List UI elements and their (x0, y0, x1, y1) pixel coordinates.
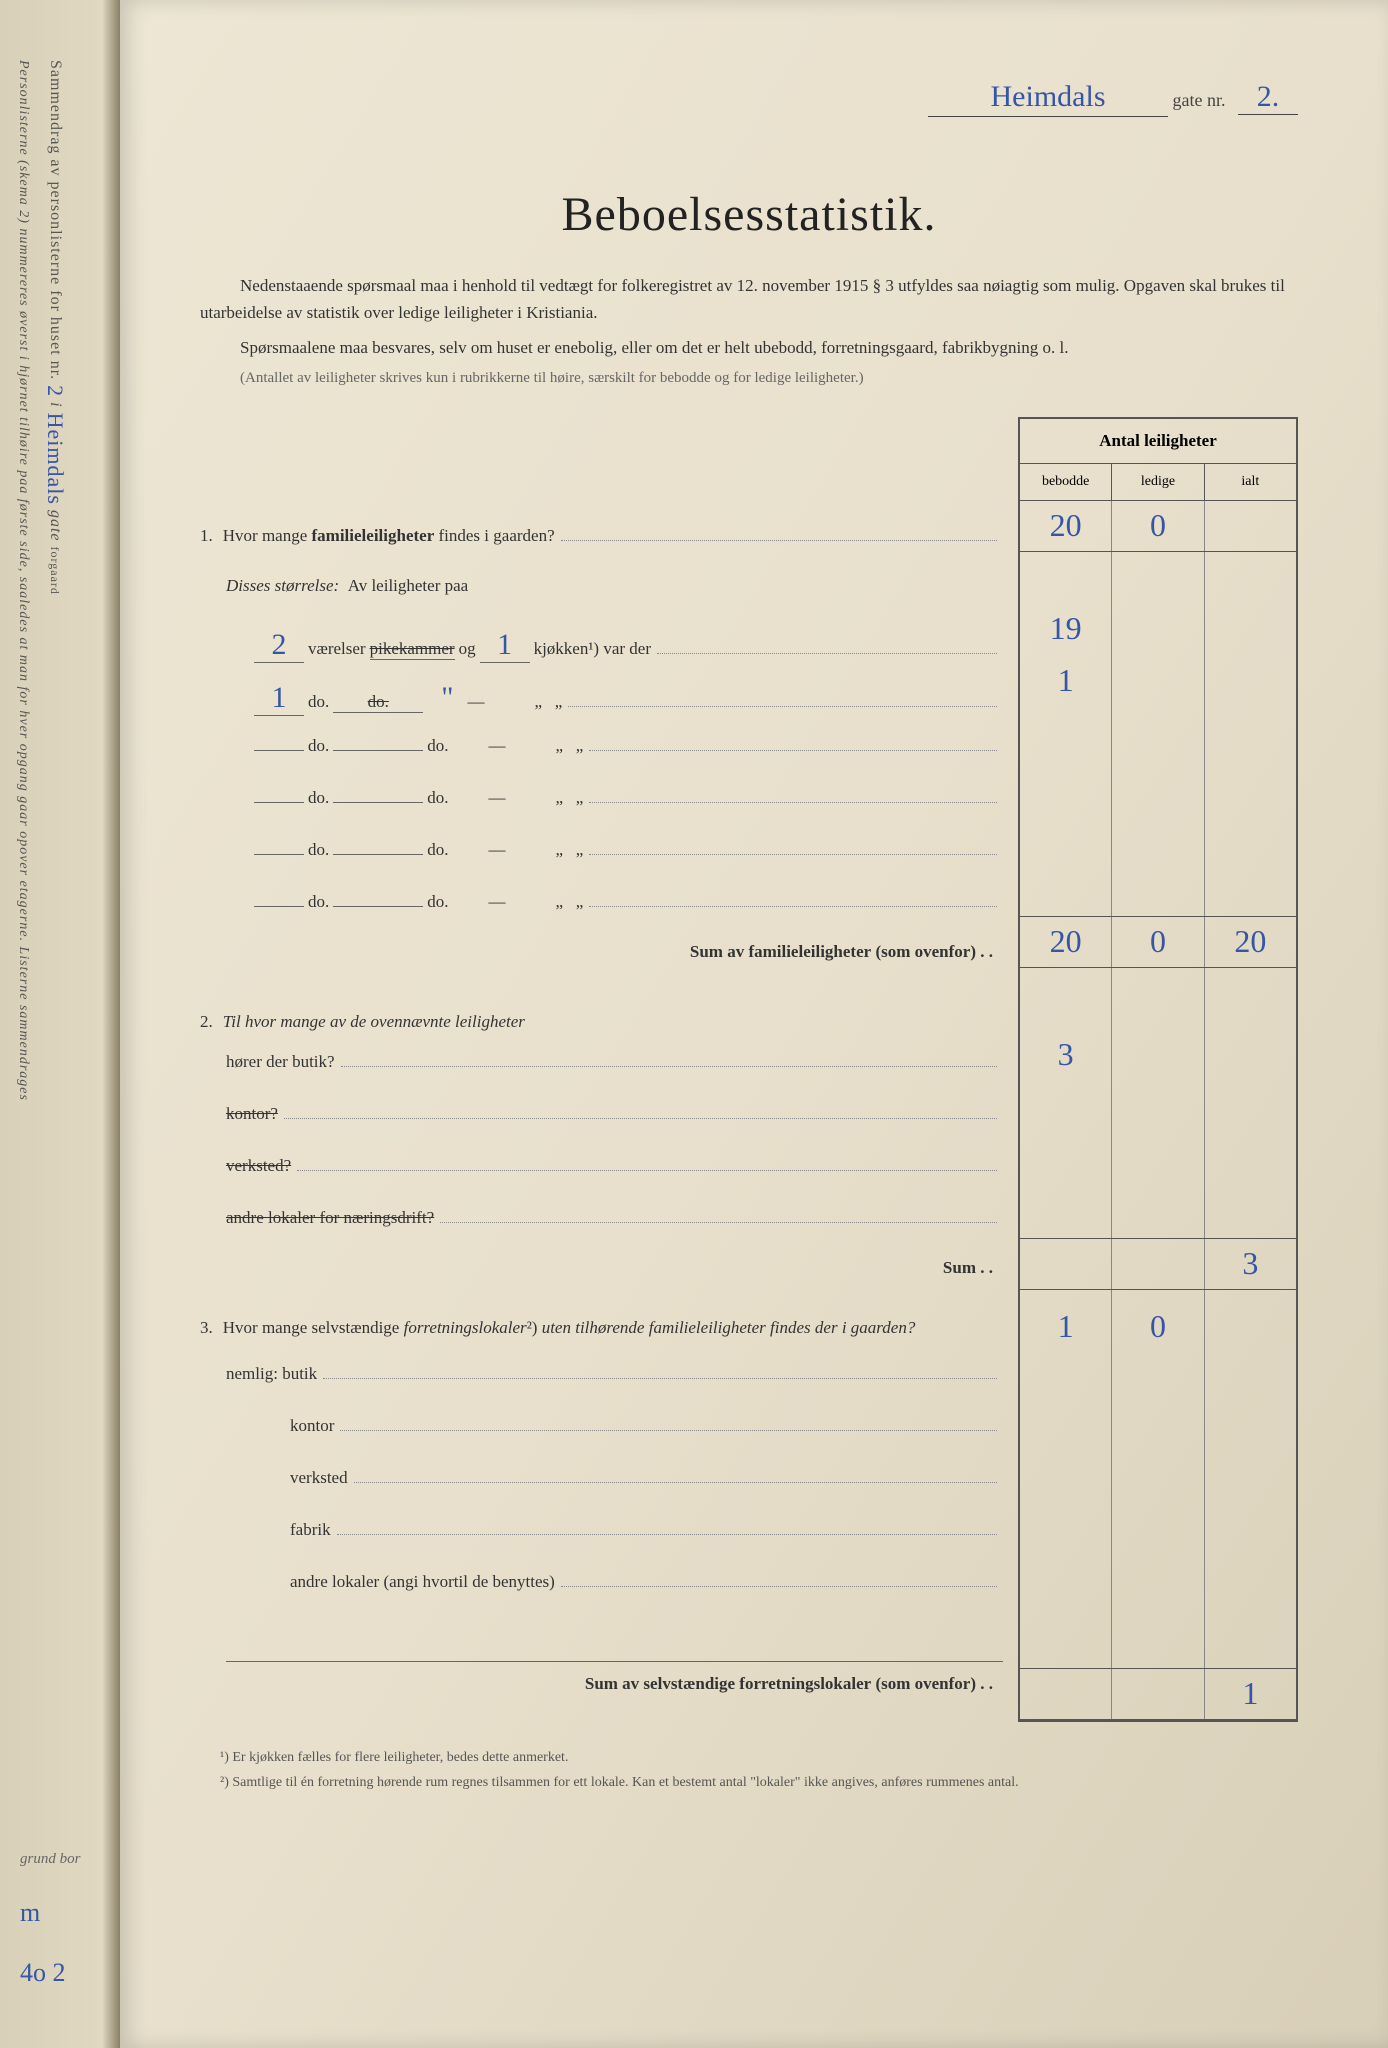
data-q1-r4 (1020, 760, 1296, 812)
spine-summary-title: Sammendrag av personlisterne for huset n… (42, 60, 68, 595)
data-q1-r3 (1020, 708, 1296, 760)
spine-instructions: Personlisterne (skema 2) nummereres øver… (15, 60, 31, 1101)
q2-andre: andre lokaler for næringsdrift? (200, 1194, 1003, 1246)
col-ialt: ialt (1205, 464, 1296, 500)
intro-paragraph-3: (Antallet av leiligheter skrives kun i r… (200, 370, 1298, 387)
form-body: 1. Hvor mange familieleiligheter findes … (200, 417, 1298, 1722)
q2-kontor: kontor? (200, 1090, 1003, 1142)
q3-blank-line (226, 1610, 1003, 1662)
questions-column: 1. Hvor mange familieleiligheter findes … (200, 417, 1018, 1722)
intro-paragraph-1: Nedenstaaende spørsmaal maa i henhold ti… (200, 272, 1298, 326)
table-header-main: Antal leiligheter (1020, 419, 1296, 464)
data-q2-andre (1020, 1186, 1296, 1238)
gate-label: gate nr. (1173, 90, 1226, 110)
data-q2-verksted (1020, 1134, 1296, 1186)
q3-fabrik: fabrik (200, 1506, 1003, 1558)
data-q1-r1: 19 (1020, 604, 1296, 656)
data-q3-blank (1020, 1622, 1296, 1668)
data-q1-main: 20 0 (1020, 500, 1296, 552)
q3-andre: andre lokaler (angi hvortil de benyttes) (200, 1558, 1003, 1610)
footnote-2: ²) Samtlige til én forretning hørende ru… (200, 1772, 1298, 1793)
data-table: Antal leiligheter bebodde ledige ialt 20… (1018, 417, 1298, 1722)
col-bebodde: bebodde (1020, 464, 1112, 500)
book-spine: Personlisterne (skema 2) nummereres øver… (0, 0, 120, 2048)
q1-row: 1. Hvor mange familieleiligheter findes … (200, 512, 1003, 564)
data-q3-main: 1 0 (1020, 1290, 1296, 1362)
q3-row: 3. Hvor mange selvstændige forretningslo… (200, 1298, 1003, 1350)
table-body: 20 0 19 1 (1018, 500, 1298, 1722)
gate-name: Heimdals (928, 80, 1168, 117)
q2-butik: hører der butik? (200, 1038, 1003, 1090)
q2-sum: Sum . . (200, 1246, 1003, 1298)
data-q1-r6 (1020, 864, 1296, 916)
q3-verksted: verksted (200, 1454, 1003, 1506)
data-q1-r5 (1020, 812, 1296, 864)
data-q1-r2: 1 (1020, 656, 1296, 708)
table-header: Antal leiligheter bebodde ledige ialt (1018, 417, 1298, 500)
q2-verksted: verksted? (200, 1142, 1003, 1194)
data-q3-verksted (1020, 1466, 1296, 1518)
data-q3-sum: 1 (1020, 1668, 1296, 1720)
footnotes: ¹) Er kjøkken fælles for flere leilighet… (200, 1747, 1298, 1793)
q1-sub: Disses størrelse: Av leiligheter paa (200, 564, 1003, 616)
footnote-1: ¹) Er kjøkken fælles for flere leilighet… (200, 1747, 1298, 1768)
data-q2-kontor (1020, 1082, 1296, 1134)
data-q3-andre (1020, 1570, 1296, 1622)
page-title: Beboelsesstatistik. (200, 187, 1298, 242)
table-header-sub: bebodde ledige ialt (1020, 464, 1296, 500)
q3-butik: nemlig: butik (200, 1350, 1003, 1402)
q1-size-row-4: do. do. — „ „ (200, 774, 1003, 826)
data-q1-sum: 20 0 20 (1020, 916, 1296, 968)
data-q3-fabrik (1020, 1518, 1296, 1570)
intro-paragraph-2: Spørsmaalene maa besvares, selv om huset… (200, 334, 1298, 361)
q3-sum: Sum av selvstændige forretningslokaler (… (200, 1662, 1003, 1714)
header-address: Heimdals gate nr. 2. (200, 80, 1298, 117)
q2-row: 2. Til hvor mange av de ovennævnte leili… (200, 982, 1003, 1038)
data-q2-butik: 3 (1020, 1030, 1296, 1082)
q1-size-row-5: do. do. — „ „ (200, 826, 1003, 878)
spine-bottom-notes: grund bor m 4o 2 (20, 1851, 80, 1988)
data-spacer (1020, 552, 1296, 604)
q1-size-row-6: do. do. — „ „ (200, 878, 1003, 930)
data-q2-sum: 3 (1020, 1238, 1296, 1290)
document-page: Heimdals gate nr. 2. Beboelsesstatistik.… (120, 0, 1388, 2048)
data-q3-butik (1020, 1362, 1296, 1414)
q3-kontor: kontor (200, 1402, 1003, 1454)
q1-size-row-1: 2 værelser pikekammer og 1 kjøkken¹) var… (200, 616, 1003, 669)
gate-number: 2. (1238, 80, 1298, 115)
data-q3-kontor (1020, 1414, 1296, 1466)
q1-size-row-3: do. do. — „ „ (200, 722, 1003, 774)
data-q2-spacer (1020, 968, 1296, 1030)
q1-size-row-2: 1 do. do. " — „ „ (200, 669, 1003, 722)
q1-sum: Sum av familieleiligheter (som ovenfor) … (200, 930, 1003, 982)
col-ledige: ledige (1112, 464, 1204, 500)
